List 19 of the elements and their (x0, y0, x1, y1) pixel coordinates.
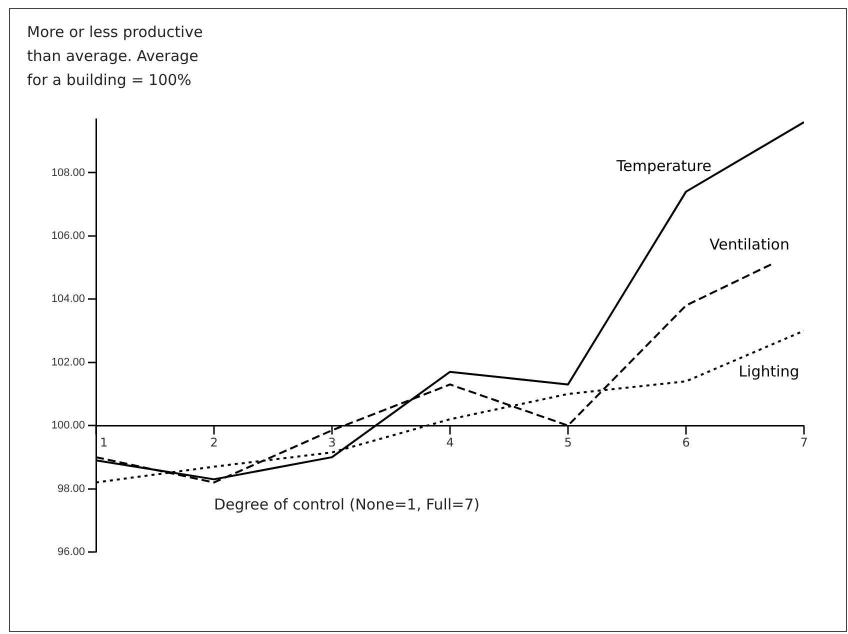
y-tick-label: 96.00 (57, 546, 85, 558)
y-tick-label: 106.00 (51, 230, 85, 242)
series-label: Lighting (738, 362, 800, 381)
y-axis-title: More or less productive than average. Average for a building = 100% (27, 22, 203, 91)
x-axis-title: Degree of control (None=1, Full=7) (214, 495, 480, 514)
x-tick-label: 7 (800, 436, 808, 450)
y-tick-label: 108.00 (51, 166, 85, 179)
x-tick-label: 5 (564, 436, 572, 450)
y-tick-label: 102.00 (51, 356, 85, 368)
x-tick-label: 1 (100, 436, 108, 450)
x-tick-label: 4 (446, 436, 454, 450)
x-tick-label: 2 (210, 436, 218, 450)
y-tick-label: 104.00 (51, 293, 85, 306)
y-tick-label: 98.00 (57, 482, 85, 495)
x-tick-label: 6 (682, 436, 690, 450)
series-label: Temperature (615, 157, 712, 176)
series-label: Ventilation (710, 236, 790, 254)
x-tick-label: 3 (328, 436, 336, 450)
y-tick-label: 100.00 (51, 420, 85, 432)
